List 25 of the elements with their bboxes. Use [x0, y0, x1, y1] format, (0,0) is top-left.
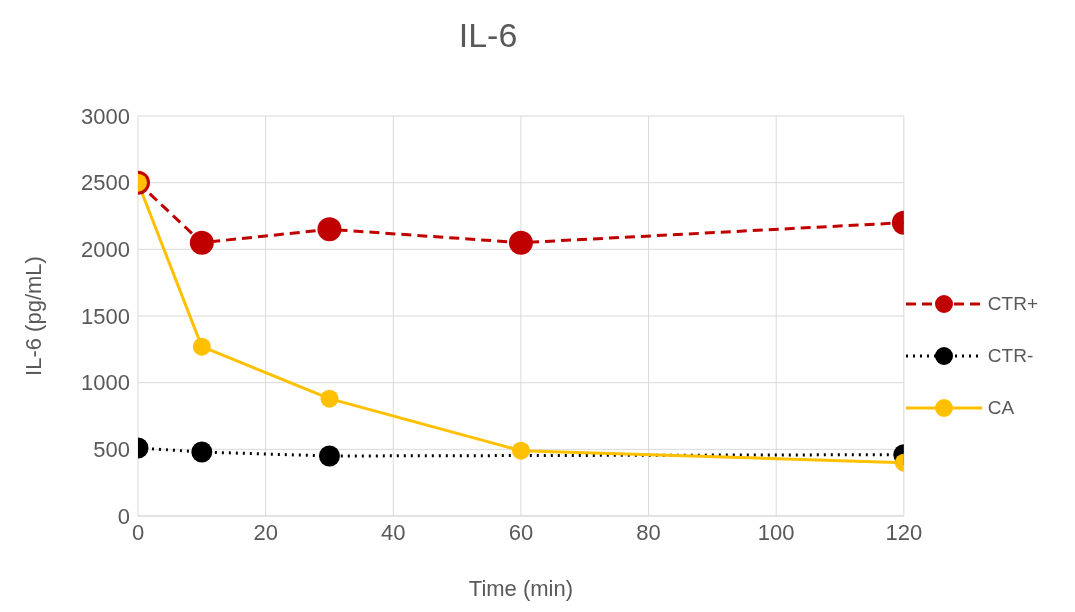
- legend-label: CTR+: [987, 293, 1038, 315]
- x-tick-label: 20: [253, 519, 278, 545]
- legend-label: CTR-: [987, 345, 1034, 367]
- point: [192, 337, 211, 356]
- y-tick-label: 2500: [81, 170, 130, 196]
- y-tick-label: 1500: [81, 303, 130, 329]
- point: [508, 230, 533, 255]
- x-tick-label: 80: [636, 519, 661, 545]
- y-tick-label: 1000: [81, 370, 130, 396]
- y-tick-label: 3000: [81, 103, 130, 129]
- x-tick-label: 120: [885, 519, 923, 545]
- y-tick-label: 500: [93, 437, 130, 463]
- point: [317, 217, 342, 242]
- legend-label: CA: [987, 397, 1015, 419]
- x-tick-label: 100: [757, 519, 795, 545]
- x-tick-label: 40: [381, 519, 406, 545]
- x-tick-label: 60: [508, 519, 534, 545]
- y-axis-title: IL-6 (pg/mL): [20, 256, 46, 376]
- point: [320, 389, 339, 408]
- x-axis-title: Time (min): [468, 576, 574, 601]
- y-tick-label: 2000: [81, 237, 130, 263]
- point: [511, 441, 530, 460]
- chart-title: IL-6: [458, 16, 518, 54]
- point: [189, 230, 214, 255]
- y-tick-label: 0: [117, 503, 130, 529]
